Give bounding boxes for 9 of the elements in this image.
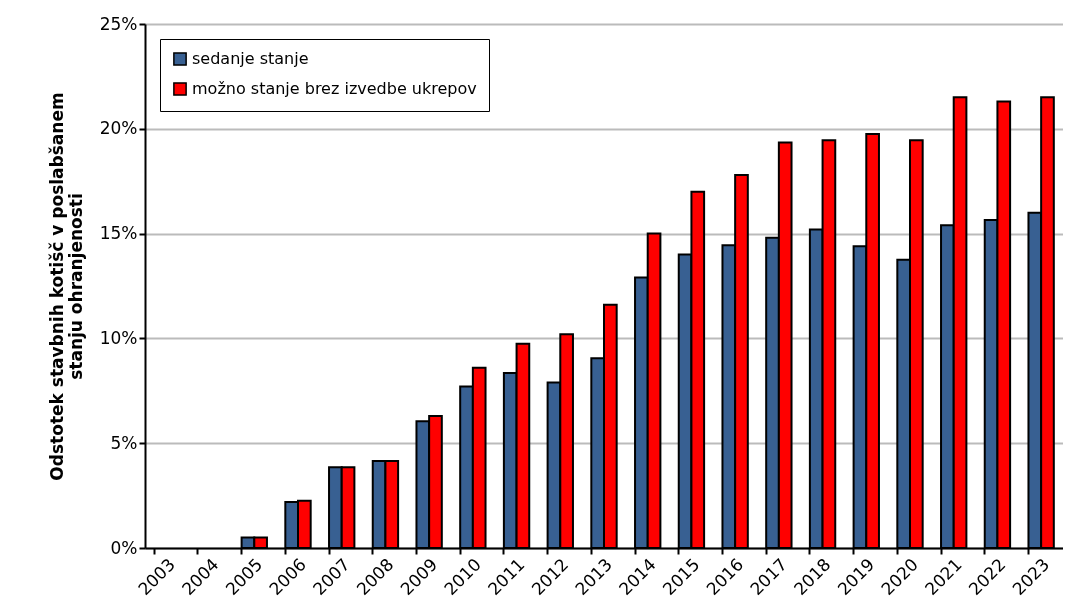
y-tick-label: 15% <box>99 223 138 244</box>
y-tick-label: 5% <box>110 432 138 453</box>
legend-label: sedanje stanje <box>192 49 309 68</box>
y-tick-label: 10% <box>99 327 138 348</box>
y-tick-label: 0% <box>110 537 138 558</box>
legend-label: možno stanje brez izvedbe ukrepov <box>192 79 477 98</box>
y-tick-label: 20% <box>99 118 138 139</box>
y-axis-title: Odstotek stavbnih kotišč v poslabšanem stanju ohranjenosti <box>46 92 86 481</box>
y-tick-label: 25% <box>99 13 138 34</box>
